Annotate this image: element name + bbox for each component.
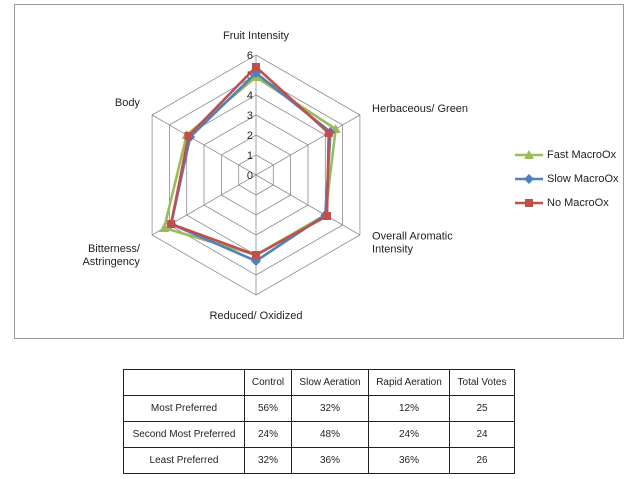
table-row: Second Most Preferred 24% 48% 24% 24 xyxy=(123,421,515,448)
table-cell: 26 xyxy=(449,447,515,474)
data-point-no-macroox xyxy=(252,251,260,259)
table-cell: 36% xyxy=(291,447,369,474)
table-cell: Least Preferred xyxy=(123,447,245,474)
table-row: Most Preferred 56% 32% 12% 25 xyxy=(123,395,515,422)
legend-swatch-slow-macroox xyxy=(515,174,543,184)
legend-marker xyxy=(525,199,533,207)
legend-swatch-no-macroox xyxy=(515,199,543,207)
table-cell: Second Most Preferred xyxy=(123,421,245,448)
tick-label: 1 xyxy=(247,150,253,162)
table-cell: 36% xyxy=(368,447,450,474)
axis-label-line: Body xyxy=(115,97,141,109)
data-point-no-macroox xyxy=(252,63,260,71)
table-row: Least Preferred 32% 36% 36% 26 xyxy=(123,447,515,474)
preference-table: Control Slow Aeration Rapid Aeration Tot… xyxy=(123,369,515,474)
data-point-no-macroox xyxy=(167,220,176,228)
grid-spoke xyxy=(255,174,361,236)
legend-item-slow-macroox: Slow MacroOx xyxy=(515,167,619,191)
table-cell: 56% xyxy=(244,395,292,422)
table-cell: 32% xyxy=(291,395,369,422)
table-header-cell: Total Votes xyxy=(449,369,515,396)
data-point-no-macroox xyxy=(324,129,333,137)
grid-spoke xyxy=(255,114,361,176)
tick-label: 3 xyxy=(247,110,253,122)
radar-axis-labels: Fruit Intensity Herbaceous/ Green Overall … xyxy=(82,30,468,322)
data-point-no-macroox xyxy=(184,132,193,140)
data-point-no-macroox xyxy=(323,212,332,220)
table-cell: 12% xyxy=(368,395,450,422)
radar-chart: 0 1 2 3 4 5 6 Fruit Intensity Herbaceous/ Green… xyxy=(82,30,468,322)
axis-label-line: Astringency xyxy=(82,256,140,268)
legend-swatch-fast-macroox xyxy=(515,150,543,159)
data-point-fast-macroox xyxy=(159,223,170,232)
legend-item-no-macroox: No MacroOx xyxy=(515,191,619,215)
table-cell: Most Preferred xyxy=(123,395,245,422)
axis-label-line: Intensity xyxy=(372,244,413,256)
tick-label: 2 xyxy=(247,130,253,142)
table-cell: 24% xyxy=(244,421,292,448)
radar-tick-labels: 0 1 2 3 4 5 6 xyxy=(247,50,253,182)
axis-label-overall-aromatic-intensity: Overall Aromatic Intensity xyxy=(372,231,453,256)
axis-label-reduced-oxidized: Reduced/ Oxidized xyxy=(210,310,303,322)
series-no-macroox xyxy=(167,63,333,259)
tick-label: 0 xyxy=(247,170,253,182)
chart-legend: Fast MacroOx Slow MacroOx No MacroOx xyxy=(515,143,619,215)
table-cell: 24 xyxy=(449,421,515,448)
axis-label-body: Body xyxy=(115,97,141,109)
grid-spoke xyxy=(151,114,257,176)
tick-label: 6 xyxy=(247,50,253,62)
chart-frame: 0 1 2 3 4 5 6 Fruit Intensity Herbaceous/ Green… xyxy=(14,4,624,339)
axis-label-line: Bitterness/ xyxy=(88,243,141,255)
legend-item-fast-macroox: Fast MacroOx xyxy=(515,143,619,167)
table-header-cell: Control xyxy=(244,369,292,396)
legend-marker xyxy=(524,150,534,159)
table-header-cell: Slow Aeration xyxy=(291,369,369,396)
axis-label-line: Herbaceous/ Green xyxy=(372,103,468,115)
legend-label: No MacroOx xyxy=(547,197,609,209)
tick-label: 5 xyxy=(247,70,253,82)
table-cell: 32% xyxy=(244,447,292,474)
legend-label: Slow MacroOx xyxy=(547,173,619,185)
axis-label-line: Reduced/ Oxidized xyxy=(210,310,303,322)
table-header-cell xyxy=(123,369,245,396)
table-header-row: Control Slow Aeration Rapid Aeration Tot… xyxy=(123,369,515,396)
legend-marker xyxy=(524,174,534,184)
axis-label-line: Overall Aromatic xyxy=(372,231,453,243)
table-cell: 25 xyxy=(449,395,515,422)
table-cell: 24% xyxy=(368,421,450,448)
radar-series xyxy=(159,63,341,266)
axis-label-fruit-intensity: Fruit Intensity xyxy=(223,30,290,42)
axis-label-bitterness-astringency: Bitterness/Astringency xyxy=(82,243,140,268)
axis-label-line: Fruit Intensity xyxy=(223,30,290,42)
table-cell: 48% xyxy=(291,421,369,448)
series-line-fast-macroox xyxy=(162,75,338,257)
legend-label: Fast MacroOx xyxy=(547,149,617,161)
table-header-cell: Rapid Aeration xyxy=(368,369,450,396)
tick-label: 4 xyxy=(247,90,253,102)
axis-label-herbaceous-green: Herbaceous/ Green xyxy=(372,103,468,115)
